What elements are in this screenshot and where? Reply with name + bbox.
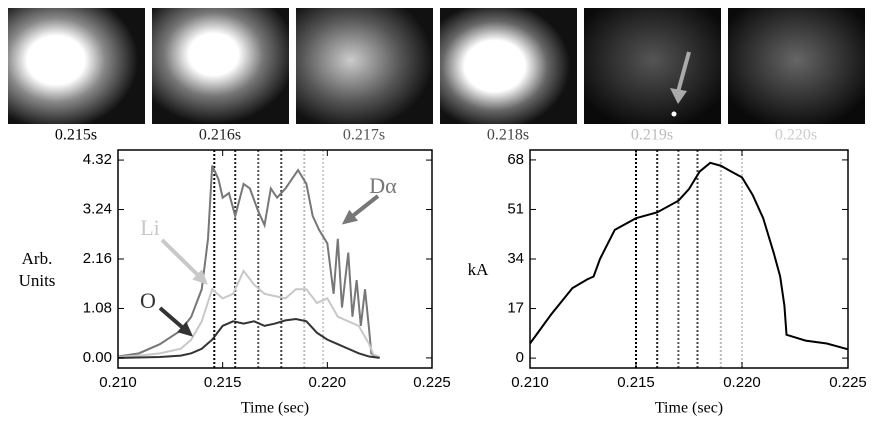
x-axis-label: Time (sec) <box>655 400 723 417</box>
frame-image <box>152 8 289 124</box>
annotation-arrow-head <box>341 209 358 225</box>
data-line <box>117 317 380 359</box>
x-tick-label: 0.220 <box>309 374 347 391</box>
chart: 0 17 34 51 68 0.210 0.215 0.220 0.225 Time (sec) k… <box>468 149 867 417</box>
x-tick-label: 0.225 <box>829 374 867 391</box>
data-line <box>117 165 380 359</box>
annotation-arrow-head <box>192 269 208 285</box>
frame-spot <box>671 111 677 117</box>
y-tick-label: 0 <box>516 349 524 366</box>
frame-image <box>584 8 721 124</box>
y-tick-label: 3.24 <box>83 201 112 218</box>
y-tick-label: 34 <box>507 250 524 267</box>
y-tick-label: 68 <box>507 151 524 168</box>
y-axis-label: kA <box>468 260 490 279</box>
y-tick-label: 1.08 <box>83 299 112 316</box>
y-tick-label: 51 <box>507 200 524 217</box>
x-tick-label: 0.215 <box>204 374 242 391</box>
x-axis-label: Time (sec) <box>241 400 309 417</box>
frame-image <box>440 8 577 124</box>
y-tick-label: 17 <box>507 300 524 317</box>
annotation-arrow-head <box>177 321 194 337</box>
frame-label: 0.216s <box>199 127 241 144</box>
x-tick-label: 0.215 <box>617 374 655 391</box>
y-tick-label: 2.16 <box>83 250 112 267</box>
x-tick-label: 0.220 <box>723 374 761 391</box>
y-axis-label: Arb. <box>22 249 53 268</box>
frame-label: 0.219s <box>631 127 673 144</box>
x-tick-label: 0.210 <box>99 374 137 391</box>
y-axis-label: Units <box>19 271 56 290</box>
frame-image <box>8 8 145 124</box>
frame-label: 0.215s <box>55 127 97 144</box>
frame-label: 0.217s <box>343 127 385 144</box>
y-tick-label: 0.00 <box>83 349 112 366</box>
y-tick-label: 4.32 <box>83 151 112 168</box>
frame-label: 0.218s <box>487 127 529 144</box>
camera-frames <box>8 8 865 124</box>
x-tick-label: 0.210 <box>511 374 549 391</box>
frame-image <box>296 8 433 124</box>
frame-arrow <box>676 51 691 93</box>
data-line <box>529 161 849 351</box>
data-line <box>117 268 381 359</box>
annotation: Li <box>140 215 160 240</box>
frame-label: 0.220s <box>775 127 817 144</box>
annotation: Dα <box>369 173 397 198</box>
frame-image <box>728 8 865 124</box>
x-tick-label: 0.225 <box>413 374 451 391</box>
chart: 0.00 1.08 2.16 3.24 4.32 0.210 0.215 0.220 0.225… <box>19 149 451 417</box>
frame-arrow-head <box>670 88 687 104</box>
plot-frame <box>529 149 849 369</box>
annotation: O <box>140 288 156 313</box>
